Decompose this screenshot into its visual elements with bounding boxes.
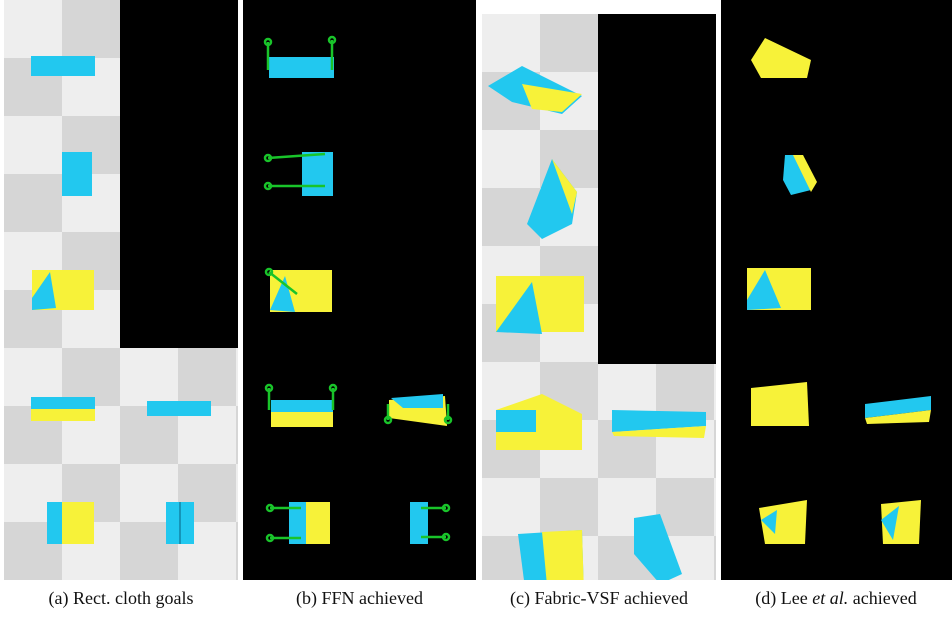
caption-d: (d) Lee et al. achieved — [720, 588, 952, 609]
panel-goals — [4, 0, 238, 580]
panel-lee — [721, 0, 952, 580]
caption-d-suffix: achieved — [848, 588, 917, 608]
panel-fabric-vsf — [482, 14, 716, 580]
caption-d-italic: et al. — [812, 588, 849, 608]
goal-cloth-2 — [62, 152, 92, 196]
pick-place-arrows — [263, 35, 453, 543]
goal-cloth-1 — [31, 56, 95, 76]
caption-d-prefix: (d) Lee — [755, 588, 813, 608]
panel-ffn — [243, 0, 476, 580]
caption-b: (b) FFN achieved — [296, 588, 423, 608]
goal-cloth-6 — [47, 502, 94, 544]
goal-cloth-4 — [31, 397, 95, 421]
caption-a: (a) Rect. cloth goals — [48, 588, 194, 608]
caption-c: (c) Fabric-VSF achieved — [510, 588, 688, 608]
goal-cloth-7 — [166, 502, 194, 544]
goal-cloth-3 — [32, 270, 94, 310]
goal-cloth-5 — [147, 401, 211, 416]
